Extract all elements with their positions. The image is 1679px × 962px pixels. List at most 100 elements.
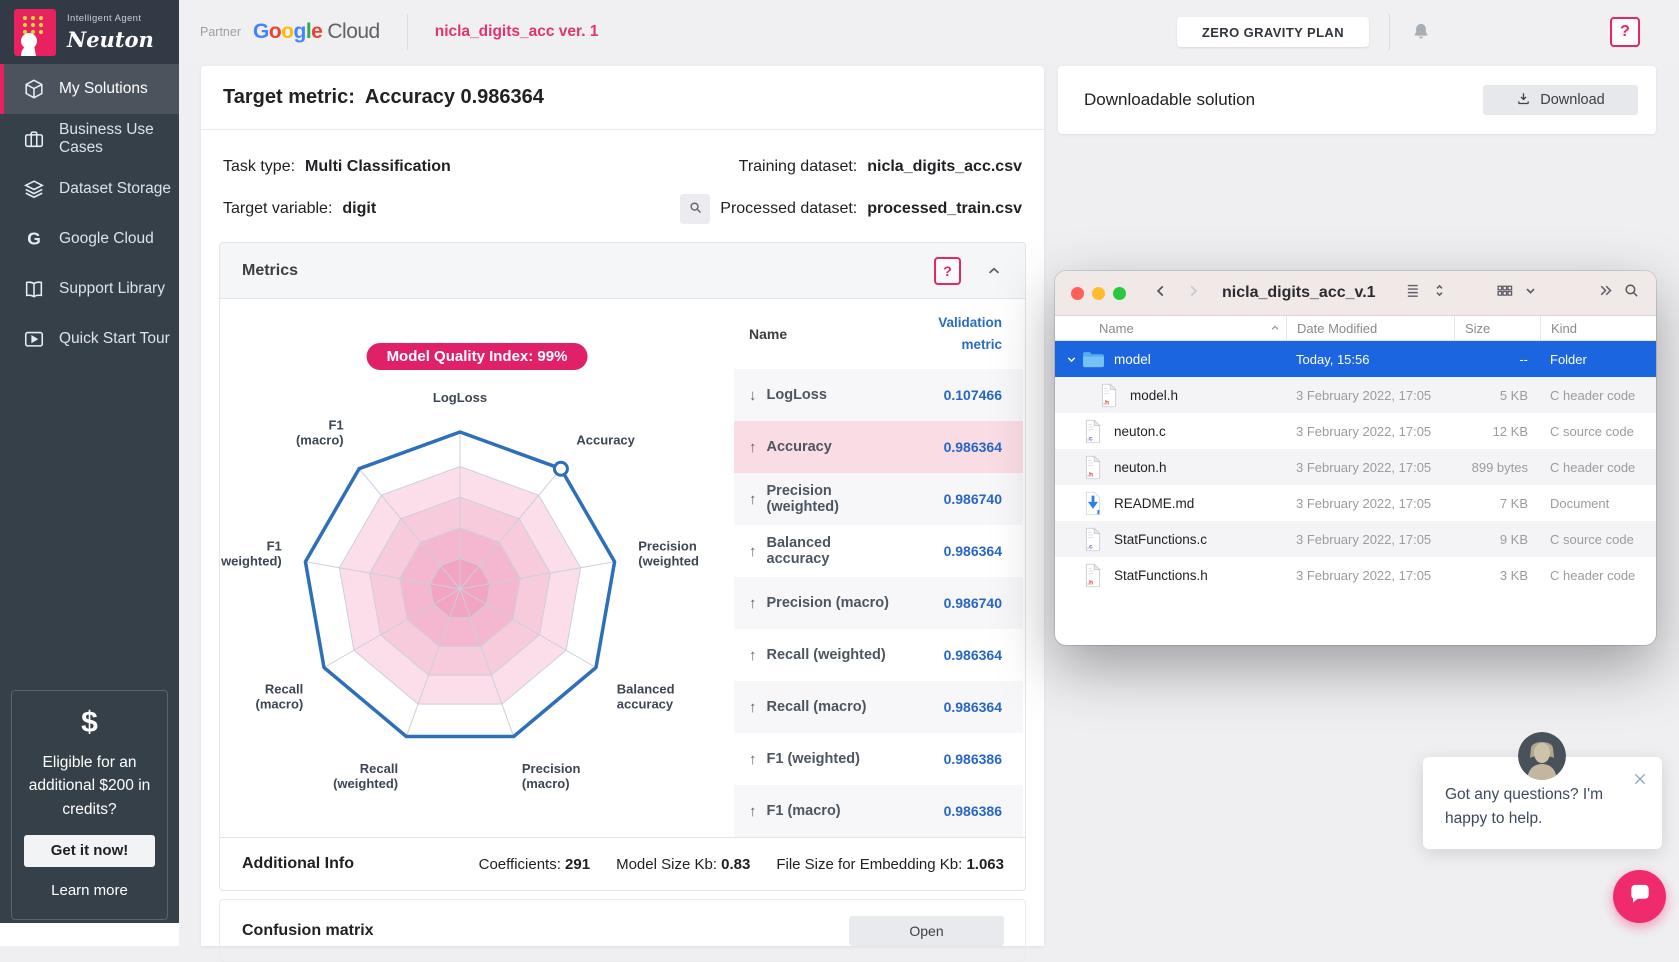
metric-row-logloss[interactable]: ↓ LogLoss 0.107466 — [734, 369, 1023, 421]
direction-arrow-icon: ↑ — [749, 490, 757, 508]
column-header-name[interactable]: Name — [1055, 316, 1286, 340]
target-metric-header: Target metric: Accuracy 0.986364 — [201, 66, 1044, 130]
get-it-now-button[interactable]: Get it now! — [24, 834, 155, 867]
metric-value: 0.986386 — [943, 803, 1002, 819]
metrics-title: Metrics — [242, 261, 299, 279]
file-date-modified: 3 February 2022, 17:05 — [1296, 459, 1432, 475]
metric-value: 0.107466 — [943, 387, 1002, 403]
confusion-matrix-title: Confusion matrix — [242, 921, 374, 939]
downloadable-solution-card: Downloadable solution Download — [1058, 66, 1656, 134]
close-window-button[interactable] — [1071, 286, 1084, 300]
metric-row-precision-weighted[interactable]: ↑ Precision (weighted) 0.986740 — [734, 473, 1023, 525]
metric-name: Accuracy — [766, 439, 832, 455]
metric-row-f1-macro[interactable]: ↑ F1 (macro) 0.986386 — [734, 785, 1023, 837]
file-date-modified: 3 February 2022, 17:05 — [1296, 387, 1432, 403]
file-h-icon: .h — [1097, 382, 1121, 408]
logo-tagline: Intelligent Agent — [67, 12, 142, 24]
target-variable-label: Target variable: — [223, 200, 333, 217]
file-name: model — [1114, 351, 1151, 367]
grid-view-icon[interactable] — [1496, 282, 1513, 304]
metric-name: Recall (macro) — [766, 699, 867, 715]
cube-icon — [23, 78, 45, 100]
column-header-kind[interactable]: Kind — [1540, 316, 1644, 340]
svg-text:.c: .c — [1087, 543, 1093, 550]
radar-axis-label: Recall (weighted) — [333, 761, 398, 791]
chat-launcher-button[interactable] — [1613, 870, 1666, 923]
metric-row-accuracy[interactable]: ↑ Accuracy 0.986364 — [734, 421, 1023, 473]
preview-dataset-button[interactable] — [680, 194, 711, 224]
direction-arrow-icon: ↓ — [749, 386, 757, 404]
additional-info-coefficients: Coefficients: 291 — [478, 855, 591, 873]
column-name: Name — [749, 326, 788, 342]
partner-label: Partner — [200, 25, 241, 39]
file-row-statfunctions-c[interactable]: .c StatFunctions.c 3 February 2022, 17:0… — [1055, 521, 1656, 557]
file-row-model[interactable]: model Today, 15:56 -- Folder — [1055, 341, 1656, 377]
sidebar-item-dataset-storage[interactable]: Dataset Storage — [0, 164, 179, 214]
back-icon[interactable] — [1154, 284, 1168, 303]
metric-row-recall-weighted[interactable]: ↑ Recall (weighted) 0.986364 — [734, 629, 1023, 681]
processed-dataset-value: processed_train.csv — [867, 200, 1022, 217]
metric-name: Precision (weighted) — [766, 483, 840, 515]
notifications-bell-icon[interactable] — [1410, 21, 1432, 43]
file-row-model-h[interactable]: .h model.h 3 February 2022, 17:05 5 KB C… — [1055, 377, 1656, 413]
app-logo[interactable]: Intelligent Agent Neuton — [0, 0, 179, 64]
disclosure-chevron-icon[interactable] — [1061, 354, 1081, 365]
chevron-down-icon[interactable] — [1522, 282, 1539, 304]
metric-value: 0.986740 — [943, 491, 1002, 507]
finder-window: nicla_digits_acc_v.1 Name Date Modified … — [1055, 271, 1656, 645]
file-date-modified: 3 February 2022, 17:05 — [1296, 531, 1432, 547]
file-name: model.h — [1130, 387, 1179, 403]
file-name: neuton.c — [1114, 423, 1166, 439]
column-header-date-modified[interactable]: Date Modified — [1286, 316, 1454, 340]
file-row-neuton-h[interactable]: .h neuton.h 3 February 2022, 17:05 899 b… — [1055, 449, 1656, 485]
folder-icon — [1081, 350, 1105, 369]
sidebar-item-quick-start-tour[interactable]: Quick Start Tour — [0, 314, 179, 364]
download-button[interactable]: Download — [1483, 85, 1638, 115]
sidebar-item-support-library[interactable]: Support Library — [0, 264, 179, 314]
target-metric-label: Target metric: — [223, 86, 355, 108]
metrics-help-button[interactable]: ? — [934, 256, 961, 285]
direction-arrow-icon: ↑ — [749, 594, 757, 612]
metric-row-balanced-accuracy[interactable]: ↑ Balanced accuracy 0.986364 — [734, 525, 1023, 577]
sort-toggle-icon[interactable] — [1431, 282, 1448, 304]
file-name: README.md — [1114, 495, 1195, 511]
radar-svg: LogLoss Accuracy Precision (weighted Balance… — [220, 390, 699, 791]
plan-button[interactable]: ZERO GRAVITY PLAN — [1176, 17, 1369, 47]
learn-more-link[interactable]: Learn more — [51, 881, 128, 899]
minimize-window-button[interactable] — [1092, 286, 1105, 300]
search-icon — [688, 200, 703, 218]
chevron-up-icon[interactable] — [985, 262, 1003, 280]
metrics-panel-header[interactable]: Metrics ? — [220, 243, 1025, 299]
forward-icon[interactable] — [1186, 284, 1200, 303]
radar-axis-label: Precision (weighted — [638, 539, 699, 569]
sidebar-item-google-cloud[interactable]: G Google Cloud — [0, 214, 179, 264]
metrics-table-header: Name Validation metric — [734, 299, 1023, 369]
metric-row-precision-macro[interactable]: ↑ Precision (macro) 0.986740 — [734, 577, 1023, 629]
close-icon[interactable] — [1632, 771, 1648, 787]
help-button[interactable]: ? — [1610, 17, 1640, 47]
column-header-size[interactable]: Size — [1454, 316, 1540, 340]
finder-titlebar[interactable]: nicla_digits_acc_v.1 — [1055, 271, 1656, 316]
column-validation-metric: Validation metric — [938, 314, 1002, 352]
additional-info-row: Additional Info Coefficients: 291 Model … — [220, 837, 1025, 890]
solution-card: Target metric: Accuracy 0.986364 Task ty… — [201, 66, 1044, 962]
sidebar-item-business-use-cases[interactable]: Business Use Cases — [0, 114, 179, 164]
file-date-modified: 3 February 2022, 17:05 — [1296, 567, 1432, 583]
metric-name: F1 (weighted) — [766, 751, 860, 767]
more-toolbar-icon[interactable] — [1597, 282, 1614, 304]
metric-row-f1-weighted[interactable]: ↑ F1 (weighted) 0.986386 — [734, 733, 1023, 785]
list-view-icon[interactable] — [1405, 282, 1422, 304]
zoom-window-button[interactable] — [1113, 286, 1126, 300]
sidebar-item-my-solutions[interactable]: My Solutions — [0, 64, 179, 114]
google-wordmark: Google — [253, 20, 323, 43]
metric-row-recall-macro[interactable]: ↑ Recall (macro) 0.986364 — [734, 681, 1023, 733]
open-confusion-matrix-button[interactable]: Open — [849, 915, 1004, 946]
file-date-modified: 3 February 2022, 17:05 — [1296, 423, 1432, 439]
file-row-neuton-c[interactable]: .c neuton.c 3 February 2022, 17:05 12 KB… — [1055, 413, 1656, 449]
file-row-readme-md[interactable]: README.md 3 February 2022, 17:05 7 KB Do… — [1055, 485, 1656, 521]
file-row-statfunctions-h[interactable]: .h StatFunctions.h 3 February 2022, 17:0… — [1055, 557, 1656, 593]
finder-search-icon[interactable] — [1623, 282, 1640, 304]
svg-text:.h: .h — [1087, 471, 1093, 478]
metric-value: 0.986364 — [943, 699, 1002, 715]
direction-arrow-icon: ↑ — [749, 802, 757, 820]
